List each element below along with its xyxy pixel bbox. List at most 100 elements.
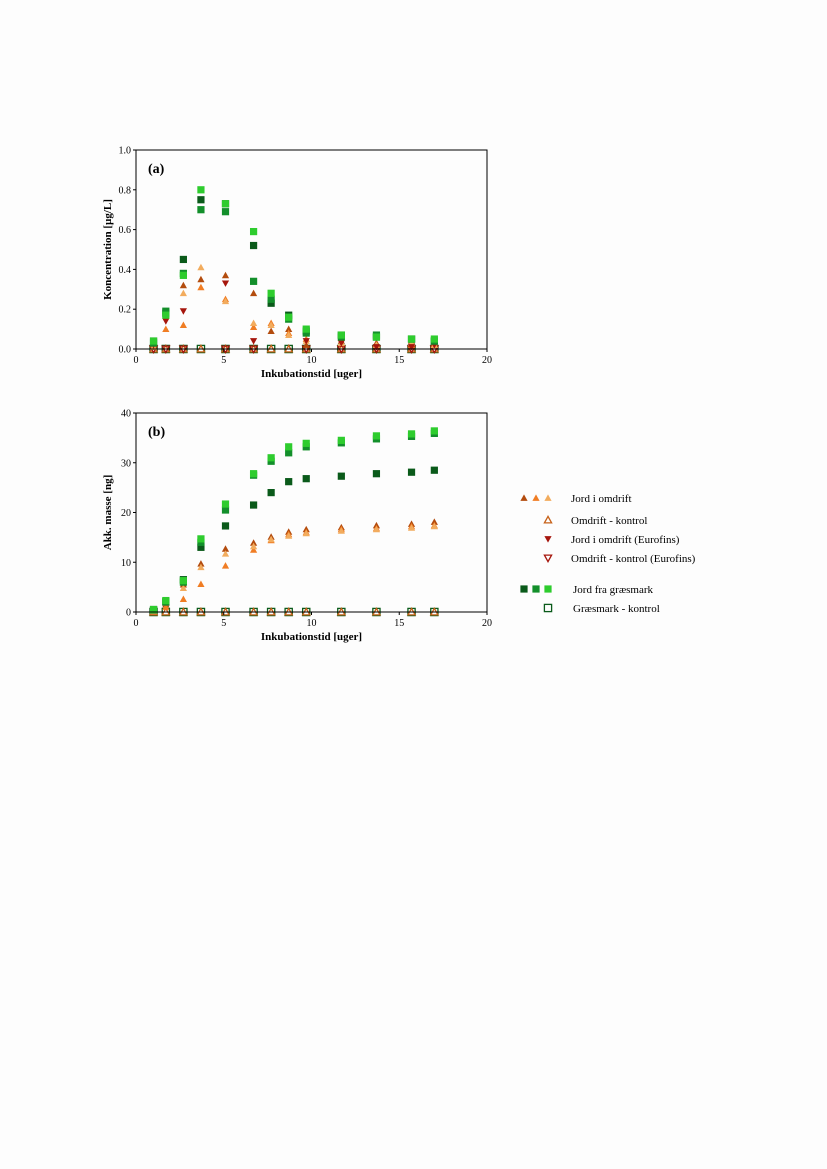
- data-point-triangle: [249, 289, 258, 297]
- legend-symbol-open-triangle: [543, 515, 553, 524]
- data-point-triangle: [532, 494, 540, 501]
- data-point-square: [162, 307, 170, 315]
- y-tick-label: 0.6: [119, 225, 132, 236]
- legend-label: Jord i omdrift (Eurofins): [571, 534, 680, 546]
- data-point-square: [430, 335, 438, 343]
- y-tick-label: 0: [126, 608, 131, 619]
- x-tick-label: 15: [394, 355, 404, 366]
- data-point-square: [267, 454, 275, 462]
- data-point-square: [267, 299, 275, 307]
- data-point-square: [179, 255, 187, 264]
- data-point-square: [267, 295, 275, 303]
- data-point-triangle: [221, 545, 230, 552]
- x-tick-label: 20: [482, 355, 492, 366]
- data-point-square: [197, 206, 205, 214]
- data-point-down-triangle: [407, 344, 416, 351]
- data-point-square: [149, 605, 158, 614]
- legend-label: Jord fra græsmark: [573, 584, 654, 596]
- panel-a-x-axis-label: Inkubationstid [uger]: [261, 368, 362, 380]
- data-point-triangle: [249, 546, 258, 553]
- data-point-square: [197, 186, 205, 194]
- y-tick-label: 40: [121, 409, 131, 420]
- data-point-square: [407, 335, 416, 343]
- data-point-triangle: [162, 603, 170, 610]
- data-point-triangle: [249, 539, 258, 546]
- legend-item-jord-i-omdrift: Jord i omdrift: [520, 493, 632, 505]
- data-point-square: [302, 325, 310, 333]
- data-point-triangle: [430, 522, 438, 530]
- panel-b-y-axis-label: Akk. masse [ng]: [102, 475, 114, 550]
- legend-item-eurofins-kontrol: Omdrift - kontrol (Eurofins): [543, 553, 696, 565]
- data-point-triangle: [197, 263, 205, 271]
- panel-b-marks: [148, 427, 440, 617]
- data-point-open-triangle: [543, 515, 553, 524]
- data-point-down-triangle: [337, 340, 345, 347]
- panel-a-y-axis-label: Koncentration [µg/L]: [102, 199, 114, 300]
- data-point-triangle: [179, 289, 187, 297]
- data-point-square: [221, 208, 230, 216]
- data-point-square: [267, 489, 275, 497]
- data-point-square: [407, 468, 416, 476]
- legend-item-eurofins: Jord i omdrift (Eurofins): [544, 534, 680, 546]
- y-tick-label: 0.4: [119, 265, 132, 276]
- data-point-square: [249, 501, 258, 509]
- y-tick-label: 0.8: [119, 185, 132, 196]
- data-point-triangle: [179, 584, 187, 591]
- data-point-triangle: [197, 275, 205, 283]
- data-point-square: [337, 436, 345, 444]
- legend-label: Græsmark - kontrol: [573, 603, 660, 615]
- data-point-down-triangle: [179, 308, 187, 315]
- panel-a-label: (a): [148, 162, 165, 177]
- data-point-square: [372, 432, 381, 440]
- data-point-square: [162, 596, 170, 605]
- data-point-triangle: [302, 341, 310, 348]
- panel-b-accumulated-mass-chart: 0 5 10 15 20 0 10 20 30 40 (b) Inkubationstid [ug…: [102, 409, 492, 644]
- data-point-square: [337, 331, 345, 339]
- data-point-square: [302, 475, 310, 483]
- data-point-down-triangle: [372, 344, 381, 351]
- data-point-square: [267, 289, 275, 297]
- data-point-down-triangle: [249, 338, 258, 345]
- x-tick-label: 0: [134, 618, 139, 629]
- data-point-square: [249, 241, 258, 250]
- data-point-triangle: [197, 560, 205, 567]
- data-point-square: [532, 585, 540, 593]
- data-point-triangle: [221, 550, 230, 557]
- data-point-triangle: [267, 535, 275, 543]
- panel-b-plot-frame: [135, 412, 488, 613]
- data-point-triangle: [197, 283, 205, 291]
- legend-item-jord-fra-graesmark: Jord fra græsmark: [520, 584, 654, 596]
- data-point-square: [302, 329, 310, 337]
- x-tick-label: 15: [394, 618, 404, 629]
- data-point-square: [149, 337, 158, 345]
- data-point-square: [179, 577, 187, 585]
- legend-symbol-open-down-triangle: [543, 554, 553, 563]
- panel-b-label: (b): [148, 425, 165, 440]
- data-point-down-triangle: [221, 280, 230, 287]
- data-point-square: [285, 313, 293, 321]
- data-point-square: [221, 506, 230, 514]
- data-point-down-triangle: [302, 338, 310, 345]
- data-point-square: [197, 196, 205, 204]
- panel-a-marks: [148, 186, 440, 354]
- data-point-triangle: [285, 325, 293, 332]
- data-point-square: [285, 449, 293, 457]
- data-point-triangle: [267, 321, 275, 328]
- legend-item-omdrift-kontrol: Omdrift - kontrol: [543, 515, 647, 527]
- data-point-triangle: [249, 319, 258, 327]
- data-point-square: [372, 470, 381, 478]
- x-tick-label: 20: [482, 618, 492, 629]
- data-point-square: [285, 478, 293, 486]
- y-tick-label: 0.0: [119, 345, 132, 356]
- y-tick-label: 1.0: [119, 146, 132, 157]
- data-point-down-triangle: [544, 536, 552, 543]
- data-point-square: [337, 472, 345, 480]
- data-point-triangle: [544, 494, 552, 501]
- data-point-square: [407, 430, 416, 438]
- data-point-triangle: [249, 542, 258, 550]
- data-point-square: [162, 311, 170, 319]
- data-point-triangle: [221, 562, 230, 569]
- legend-symbol-down-triangle: [544, 536, 552, 543]
- legend-symbol-triangles: [520, 494, 552, 501]
